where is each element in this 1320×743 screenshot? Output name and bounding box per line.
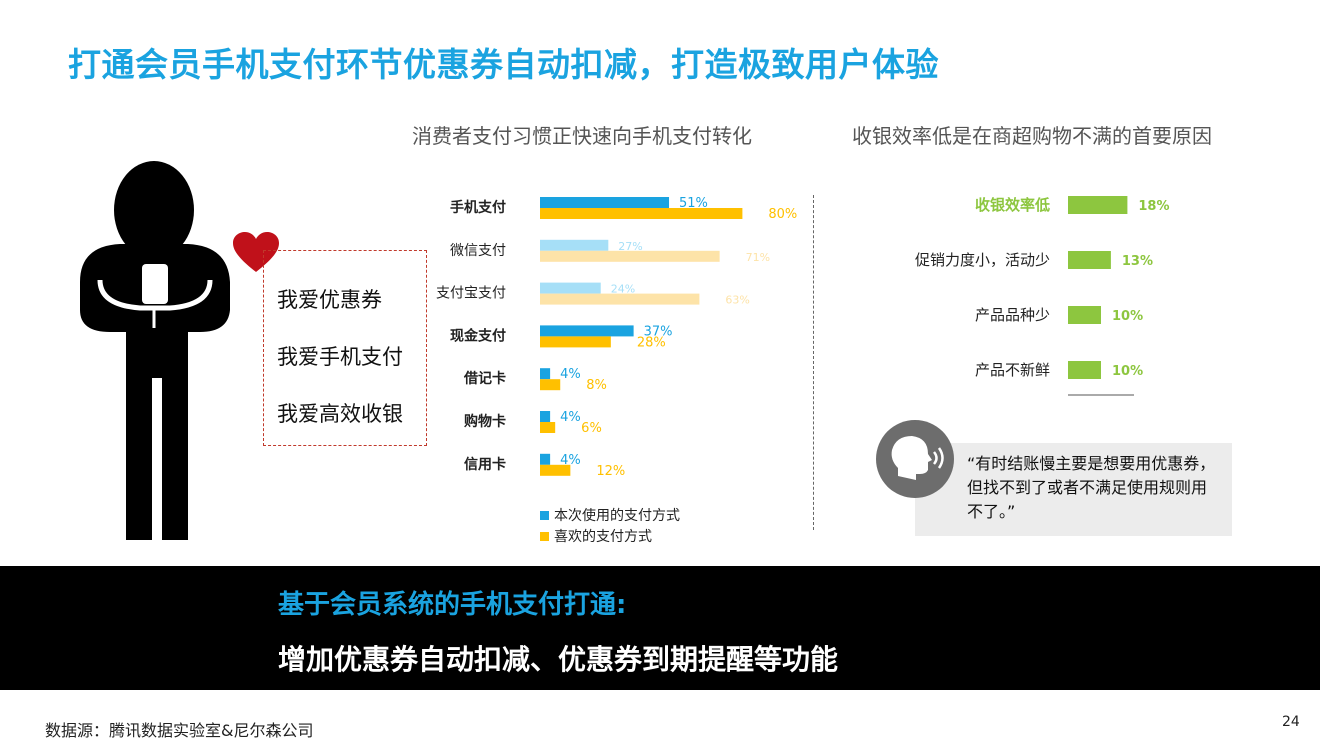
chart2-title: 收银效率低是在商超购物不满的首要原因 [852, 124, 1212, 148]
phone-icon [142, 264, 168, 304]
category-label: 借记卡 [463, 370, 506, 387]
data-label: 10% [1112, 309, 1143, 324]
data-label: 4% [560, 367, 581, 382]
category-label: 支付宝支付 [436, 286, 506, 302]
love-statements-box [263, 250, 427, 446]
bar [1068, 196, 1128, 214]
person-body [80, 244, 230, 540]
bar [540, 293, 700, 305]
heart-icon [233, 232, 279, 272]
data-label: 4% [560, 410, 581, 425]
page-title: 打通会员手机支付环节优惠券自动扣减，打造极致用户体验 [68, 45, 939, 84]
person-arm-left [97, 279, 160, 311]
bar [1068, 361, 1101, 379]
bar [540, 336, 611, 348]
bar [540, 464, 571, 476]
legend-swatch [540, 532, 549, 541]
category-label: 产品品种少 [975, 306, 1050, 324]
payment-habit-chart: 手机支付 51% 80% 微信支付 27% 71% 支付宝支付 24% 63% 现金支付 37%28… [436, 196, 797, 545]
data-label: 28% [637, 335, 666, 350]
statement-mobile-pay: 我爱手机支付 [277, 345, 403, 369]
data-label: 24% [611, 283, 635, 296]
data-label: 4% [560, 453, 581, 468]
divider [813, 195, 814, 530]
banner-subheading: 增加优惠券自动扣减、优惠券到期提醒等功能 [278, 643, 839, 676]
legend-label: 本次使用的支付方式 [554, 507, 680, 524]
dissatisfaction-chart: 收银效率低 18% 促销力度小，活动少 13% 产品品种少 10% 产品不新鲜 10% [915, 196, 1170, 396]
category-label: 手机支付 [450, 199, 506, 216]
data-label: 13% [1122, 254, 1153, 269]
data-label: 51% [679, 196, 708, 211]
bar [540, 422, 556, 433]
data-label: 63% [725, 294, 749, 307]
bar [540, 379, 561, 391]
category-label: 信用卡 [464, 456, 506, 473]
quote-box [915, 443, 1232, 536]
category-label: 现金支付 [450, 327, 506, 344]
data-label: 10% [1112, 364, 1143, 379]
bar [540, 368, 551, 380]
category-label: 促销力度小，活动少 [915, 251, 1050, 269]
statement-fast-checkout: 我爱高效收银 [277, 402, 403, 426]
data-label: 37% [644, 324, 673, 339]
data-label: 71% [746, 251, 770, 264]
bar [540, 325, 634, 337]
category-label: 收银效率低 [975, 196, 1050, 214]
chart1-title: 消费者支付习惯正快速向手机支付转化 [412, 124, 752, 148]
category-label: 购物卡 [464, 413, 506, 430]
category-label: 产品不新鲜 [975, 361, 1050, 379]
statement-coupon: 我爱优惠券 [277, 288, 382, 312]
bar [540, 197, 670, 208]
category-label: 微信支付 [450, 243, 506, 259]
legend-swatch [540, 511, 549, 520]
bar [540, 411, 551, 422]
data-label: 12% [596, 464, 625, 479]
data-source: 数据源：腾讯数据实验室&尼尔森公司 [45, 721, 314, 740]
person-head [114, 161, 194, 259]
speaker-icon [876, 420, 954, 498]
bar [1068, 251, 1111, 269]
data-label: 27% [618, 240, 642, 253]
data-label: 18% [1138, 199, 1169, 214]
customer-quote: “有时结账慢主要是想要用优惠券，但找不到了或者不满足使用规则用不了。” [967, 454, 1216, 521]
data-label: 80% [768, 207, 797, 222]
bar [540, 453, 551, 465]
data-label: 6% [581, 421, 602, 436]
legend-label: 喜欢的支付方式 [554, 529, 652, 545]
bar [540, 250, 720, 262]
conclusion-banner [0, 566, 1320, 690]
person-illustration [80, 161, 230, 540]
bar [540, 239, 609, 251]
bar [1068, 306, 1101, 324]
person-arm-right [160, 279, 213, 311]
data-label: 8% [586, 378, 607, 393]
page-number: 24 [1282, 714, 1300, 730]
bar [540, 282, 601, 294]
banner-heading: 基于会员系统的手机支付打通: [278, 590, 627, 620]
bar [540, 208, 743, 219]
